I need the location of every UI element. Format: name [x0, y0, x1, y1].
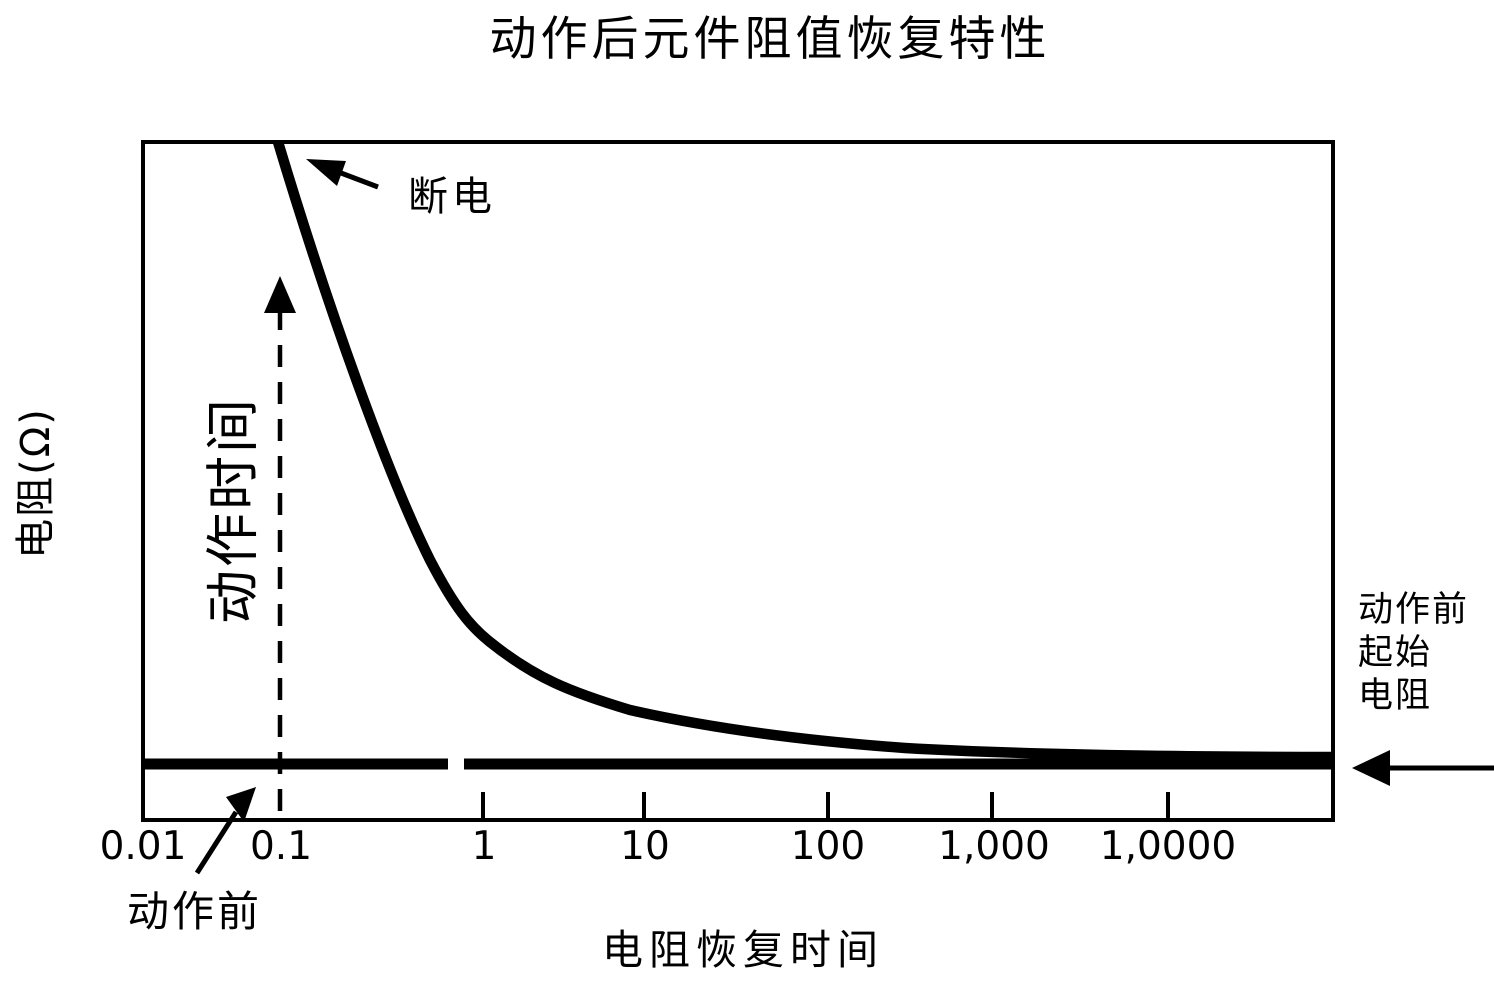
pre-action-annotation: 动作前	[127, 887, 263, 936]
x-tick-label-100: 100	[790, 824, 866, 869]
x-tick-label-10000: 1,0000	[1099, 824, 1237, 869]
power-off-arrow-shaft	[340, 170, 379, 190]
power-off-annotation: 断电	[408, 174, 496, 220]
action-time-arrow	[264, 276, 296, 812]
initial-resistance-annotation: 动作前 起始 电阻	[1358, 589, 1469, 718]
pre-action-arrowhead-icon	[226, 787, 256, 822]
x-tick-label-0-1: 0.1	[249, 824, 313, 869]
plot-border	[141, 140, 1335, 822]
power-off-arrowhead-icon	[306, 159, 346, 186]
action-time-annotation: 动作时间	[201, 396, 265, 624]
x-tick-label-0-01: 0.01	[99, 824, 187, 869]
chart-title: 动作后元件阻值恢复特性	[489, 12, 1051, 67]
initial-resistance-arrowhead-icon	[1352, 750, 1390, 786]
power-off-arrow	[306, 159, 379, 190]
y-axis-label: 电阻(Ω)	[13, 407, 59, 559]
x-tick-marks	[481, 792, 1170, 818]
initial-resistance-annotation-line3: 电阻	[1358, 676, 1433, 716]
pre-action-arrow-shaft	[194, 810, 239, 875]
recovery-curve	[272, 140, 1334, 763]
initial-resistance-annotation-line2: 起始	[1358, 633, 1433, 673]
x-tick-label-1000: 1,000	[938, 824, 1050, 869]
initial-resistance-annotation-line1: 动作前	[1358, 590, 1470, 630]
x-tick-label-10: 10	[620, 824, 670, 869]
x-axis-label: 电阻恢复时间	[602, 926, 884, 974]
initial-resistance-arrow	[1352, 750, 1494, 786]
x-tick-label-1: 1	[471, 824, 497, 869]
action-time-arrowhead-icon	[264, 276, 296, 313]
pre-action-arrow	[194, 787, 256, 875]
